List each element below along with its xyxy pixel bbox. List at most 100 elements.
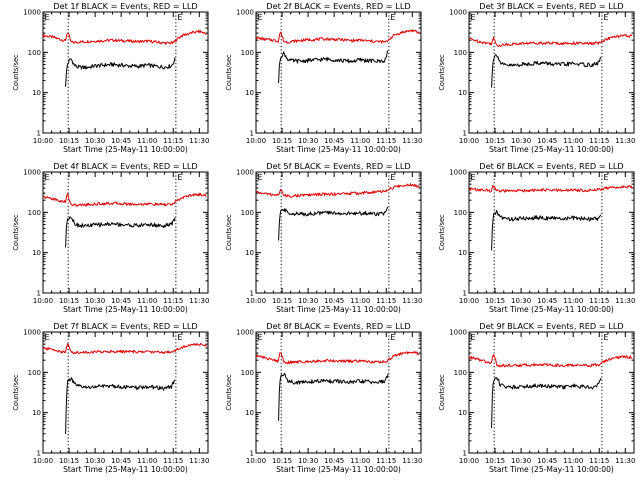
panel-title: Det 2f BLACK = Events, RED = LLD bbox=[266, 1, 410, 11]
lld-series-line bbox=[42, 29, 207, 45]
x-tick-label: 11:30 bbox=[615, 137, 635, 145]
x-tick-label: 10:00 bbox=[33, 297, 53, 305]
panel-title: Det 4f BLACK = Events, RED = LLD bbox=[53, 161, 197, 171]
lld-series-line bbox=[255, 183, 420, 198]
x-tick-label: 11:15 bbox=[376, 137, 396, 145]
event-marker-label: E bbox=[471, 173, 476, 182]
y-tick-label: 1 bbox=[37, 450, 41, 458]
x-tick-label: 11:15 bbox=[589, 137, 609, 145]
events-series-line bbox=[65, 57, 176, 87]
events-series-line bbox=[491, 54, 602, 88]
events-series-line bbox=[491, 209, 602, 251]
x-axis-label: Start Time (25-May-11 10:00:00) bbox=[489, 465, 614, 474]
x-tick-label: 10:30 bbox=[511, 457, 531, 465]
events-series-line bbox=[65, 377, 176, 435]
y-tick-label: 1 bbox=[463, 450, 467, 458]
x-axis-label: Start Time (25-May-11 10:00:00) bbox=[63, 305, 188, 314]
y-tick-label: 10 bbox=[32, 89, 41, 97]
y-tick-label: 10 bbox=[458, 89, 467, 97]
x-tick-label: 10:00 bbox=[459, 457, 479, 465]
x-tick-label: 10:15 bbox=[59, 137, 79, 145]
y-axis-label: Counts/sec bbox=[12, 54, 20, 91]
x-tick-label: 10:30 bbox=[298, 297, 318, 305]
events-series-line bbox=[278, 372, 389, 421]
events-series-line bbox=[278, 50, 389, 84]
y-tick-label: 1000 bbox=[236, 9, 254, 17]
x-tick-label: 10:15 bbox=[272, 297, 292, 305]
y-tick-label: 100 bbox=[28, 209, 41, 217]
x-tick-label: 10:45 bbox=[537, 137, 557, 145]
x-tick-label: 11:30 bbox=[615, 457, 635, 465]
x-tick-label: 11:15 bbox=[376, 297, 396, 305]
lld-series-line bbox=[468, 33, 633, 47]
x-tick-label: 11:00 bbox=[350, 457, 370, 465]
detector-panel: Det 6f BLACK = Events, RED = LLD 1 10 100 10… bbox=[438, 161, 635, 314]
event-marker-label: E bbox=[45, 173, 50, 182]
x-tick-label: 11:15 bbox=[589, 297, 609, 305]
plot-frame bbox=[42, 11, 209, 134]
lld-series-line bbox=[468, 184, 633, 193]
x-tick-label: 10:00 bbox=[246, 297, 266, 305]
y-tick-label: 10 bbox=[245, 409, 254, 417]
panel-title: Det 6f BLACK = Events, RED = LLD bbox=[479, 161, 623, 171]
x-tick-label: 10:15 bbox=[272, 137, 292, 145]
x-tick-label: 10:15 bbox=[59, 457, 79, 465]
y-tick-label: 1 bbox=[463, 130, 467, 138]
x-axis-label: Start Time (25-May-11 10:00:00) bbox=[489, 305, 614, 314]
event-marker-label: E bbox=[471, 333, 476, 342]
lld-series-line bbox=[42, 192, 207, 207]
y-axis-label: Counts/sec bbox=[225, 374, 233, 411]
x-tick-label: 10:00 bbox=[459, 297, 479, 305]
y-tick-label: 1000 bbox=[236, 169, 254, 177]
event-marker-label: E bbox=[471, 13, 476, 22]
y-tick-label: 10 bbox=[32, 249, 41, 257]
x-tick-label: 11:30 bbox=[402, 137, 422, 145]
x-tick-label: 10:00 bbox=[246, 457, 266, 465]
x-tick-label: 11:00 bbox=[137, 457, 157, 465]
lld-series-line bbox=[255, 29, 420, 44]
x-tick-label: 11:00 bbox=[563, 137, 583, 145]
x-tick-label: 11:00 bbox=[563, 297, 583, 305]
y-tick-label: 10 bbox=[245, 89, 254, 97]
event-marker-label: E bbox=[45, 333, 50, 342]
x-tick-label: 10:45 bbox=[324, 457, 344, 465]
plot-frame bbox=[42, 331, 209, 454]
x-tick-label: 10:45 bbox=[324, 137, 344, 145]
x-tick-label: 11:15 bbox=[163, 457, 183, 465]
event-marker-label: E bbox=[390, 333, 395, 342]
x-axis-label: Start Time (25-May-11 10:00:00) bbox=[276, 145, 401, 154]
x-tick-label: 10:30 bbox=[85, 297, 105, 305]
y-tick-label: 1 bbox=[37, 130, 41, 138]
plot-frame bbox=[42, 171, 209, 294]
y-tick-label: 1000 bbox=[23, 9, 41, 17]
panel-title: Det 8f BLACK = Events, RED = LLD bbox=[266, 321, 410, 331]
y-tick-label: 100 bbox=[241, 49, 254, 57]
x-tick-label: 10:15 bbox=[485, 297, 505, 305]
y-tick-label: 100 bbox=[454, 369, 467, 377]
x-tick-label: 11:30 bbox=[189, 297, 209, 305]
plot-frame bbox=[468, 11, 635, 134]
y-tick-label: 1000 bbox=[449, 169, 467, 177]
x-tick-label: 11:00 bbox=[350, 297, 370, 305]
x-tick-label: 11:00 bbox=[137, 297, 157, 305]
y-tick-label: 100 bbox=[28, 49, 41, 57]
panel-title: Det 3f BLACK = Events, RED = LLD bbox=[479, 1, 623, 11]
x-tick-label: 10:00 bbox=[459, 137, 479, 145]
y-axis-label: Counts/sec bbox=[438, 214, 446, 251]
x-tick-label: 11:30 bbox=[615, 297, 635, 305]
plot-frame bbox=[255, 331, 422, 454]
detector-panel: Det 9f BLACK = Events, RED = LLD 1 10 100 10… bbox=[438, 321, 635, 474]
y-tick-label: 100 bbox=[241, 209, 254, 217]
x-tick-label: 10:15 bbox=[485, 457, 505, 465]
x-axis-label: Start Time (25-May-11 10:00:00) bbox=[489, 145, 614, 154]
event-marker-label: E bbox=[177, 333, 182, 342]
y-axis-label: Counts/sec bbox=[438, 374, 446, 411]
x-tick-label: 11:00 bbox=[563, 457, 583, 465]
x-tick-label: 10:45 bbox=[111, 297, 131, 305]
y-axis-label: Counts/sec bbox=[225, 54, 233, 91]
x-tick-label: 11:15 bbox=[163, 297, 183, 305]
event-marker-label: E bbox=[258, 173, 263, 182]
event-marker-label: E bbox=[177, 173, 182, 182]
y-tick-label: 10 bbox=[32, 409, 41, 417]
event-marker-label: E bbox=[603, 13, 608, 22]
